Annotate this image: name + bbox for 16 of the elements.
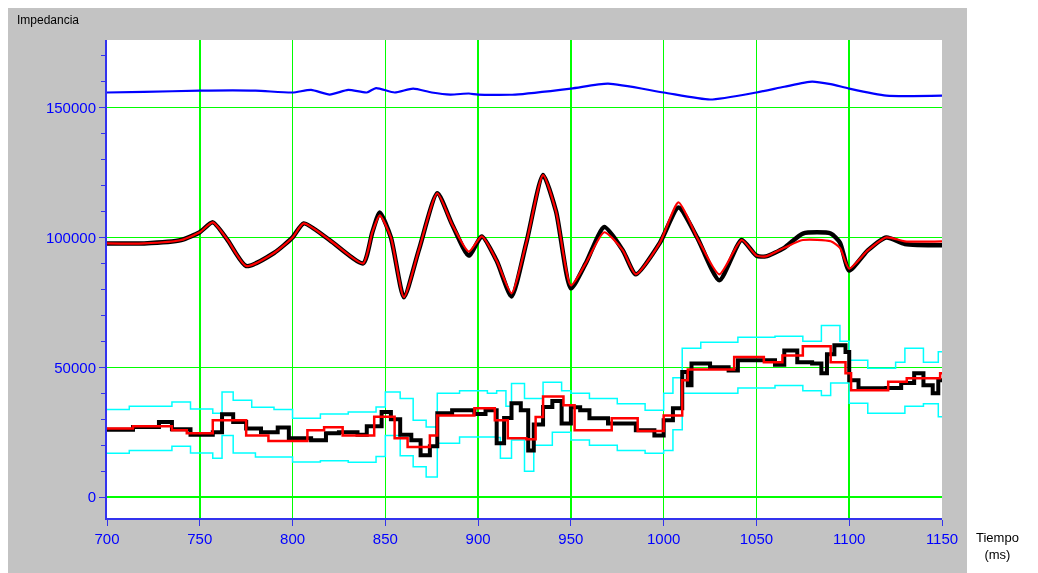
y-tick-label: 50000 (54, 358, 96, 376)
x-tick-label: 950 (558, 530, 584, 547)
x-tick-label: 1100 (833, 530, 866, 547)
x-tick-label: 750 (187, 530, 213, 547)
y-tick-label: 100000 (45, 228, 96, 246)
y-tick-label: 0 (87, 488, 96, 506)
x-tick-label: 1050 (739, 530, 774, 547)
x-tick-label: 1000 (646, 530, 681, 547)
y-axis-title: Impedancia (17, 13, 80, 27)
x-tick-label: 850 (372, 530, 398, 547)
x-tick-label: 800 (280, 530, 306, 547)
x-tick-label: 900 (465, 530, 491, 547)
x-axis-title: Tiempo (ms) (976, 530, 1019, 562)
x-tick-label: 1150 (925, 530, 959, 547)
x-tick-label: 700 (94, 530, 120, 547)
y-tick-label: 150000 (45, 98, 96, 116)
